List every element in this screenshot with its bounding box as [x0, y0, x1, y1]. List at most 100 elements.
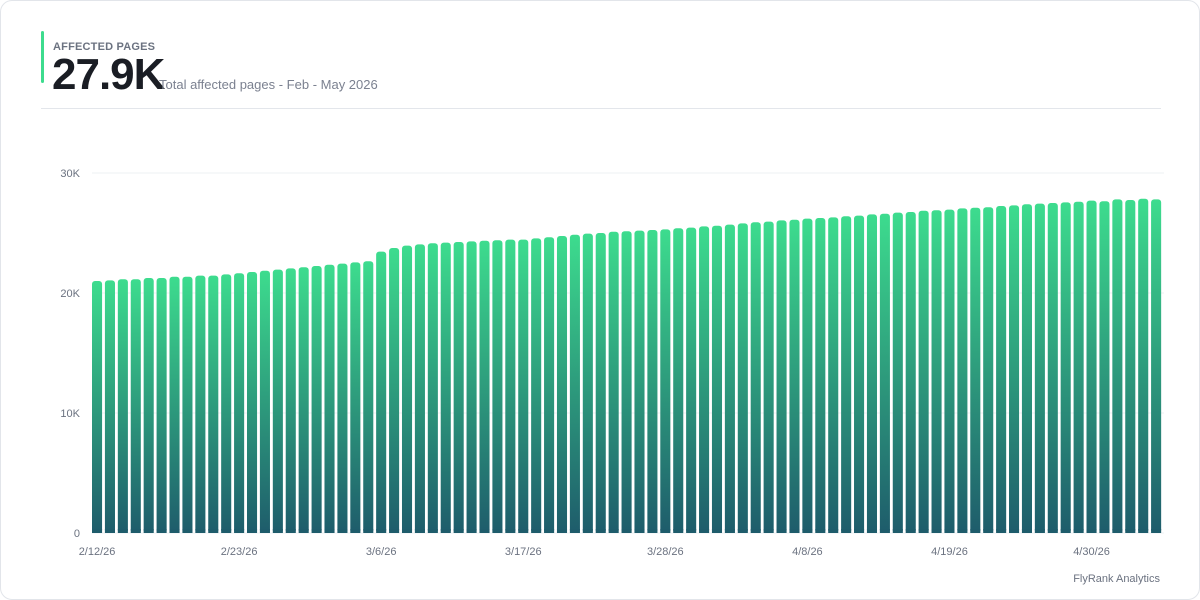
bar-4/7/26[interactable]: [789, 219, 800, 534]
bar-3/29/26[interactable]: [673, 228, 684, 533]
x-tick-label: 2/23/26: [221, 546, 258, 558]
bar-3/16/26[interactable]: [505, 239, 516, 533]
x-tick-label: 4/8/26: [792, 546, 823, 558]
bar-4/27/26[interactable]: [1047, 203, 1058, 533]
bar-3/25/26[interactable]: [621, 231, 632, 533]
bar-3/6/26[interactable]: [376, 251, 387, 533]
bar-4/21/26[interactable]: [970, 207, 981, 534]
bar-3/10/26[interactable]: [427, 243, 438, 533]
bar-4/18/26[interactable]: [931, 210, 942, 533]
bar-2/17/26[interactable]: [156, 278, 167, 533]
bar-base: [815, 529, 826, 533]
bar-3/31/26[interactable]: [699, 226, 710, 533]
bar-3/9/26[interactable]: [414, 244, 425, 533]
bar-3/19/26[interactable]: [544, 237, 555, 533]
bar-2/20/26[interactable]: [195, 275, 206, 533]
bar-4/22/26[interactable]: [983, 207, 994, 533]
bar-4/28/26[interactable]: [1060, 202, 1071, 533]
bar-5/3/26[interactable]: [1125, 200, 1136, 533]
bar-base: [776, 529, 787, 533]
bar-4/13/26[interactable]: [866, 214, 878, 533]
bar-5/1/26[interactable]: [1099, 201, 1110, 533]
bar-3/24/26[interactable]: [608, 231, 619, 534]
bar-3/15/26[interactable]: [492, 240, 503, 533]
bar-4/4/26[interactable]: [750, 222, 761, 533]
bar-4/5/26[interactable]: [763, 221, 774, 533]
bar-2/23/26[interactable]: [234, 273, 245, 533]
bar-4/2/26[interactable]: [724, 224, 735, 533]
bar-3/11/26[interactable]: [440, 242, 451, 533]
bar-2/18/26[interactable]: [169, 276, 180, 533]
bar-3/17/26[interactable]: [518, 239, 529, 533]
bar-2/19/26[interactable]: [182, 276, 193, 533]
bar-2/12/26[interactable]: [92, 281, 103, 533]
bar-2/24/26[interactable]: [246, 272, 258, 533]
bar-2/16/26[interactable]: [143, 278, 154, 533]
bar-2/15/26[interactable]: [130, 279, 141, 533]
bar-4/15/26[interactable]: [892, 212, 903, 533]
bar-4/17/26[interactable]: [918, 210, 929, 534]
bar-4/23/26[interactable]: [996, 206, 1007, 533]
bar-3/27/26[interactable]: [647, 230, 658, 533]
bar-3/1/26[interactable]: [311, 266, 322, 533]
bar-3/7/26[interactable]: [389, 248, 400, 533]
bar-3/21/26[interactable]: [569, 234, 580, 534]
bar-4/25/26[interactable]: [1021, 204, 1032, 533]
bar-4/19/26[interactable]: [944, 209, 955, 533]
bar-base: [324, 529, 335, 533]
bar-4/10/26[interactable]: [828, 217, 839, 533]
bar-3/3/26[interactable]: [337, 263, 348, 533]
x-tick-label: 4/19/26: [931, 546, 968, 558]
bar-base: [246, 529, 258, 533]
bar-3/13/26[interactable]: [466, 241, 477, 533]
bar-base: [1151, 529, 1162, 533]
bar-4/6/26[interactable]: [776, 220, 787, 533]
bar-3/28/26[interactable]: [660, 229, 671, 533]
bar-5/5/26[interactable]: [1151, 199, 1162, 533]
bar-base: [169, 529, 180, 533]
bar-4/24/26[interactable]: [1009, 205, 1020, 533]
bar-3/4/26[interactable]: [350, 262, 361, 533]
bar-2/27/26[interactable]: [285, 268, 296, 533]
bar-4/1/26[interactable]: [711, 225, 723, 534]
bar-base: [92, 529, 103, 533]
bar-5/2/26[interactable]: [1112, 199, 1123, 533]
bar-2/26/26[interactable]: [272, 269, 283, 533]
bar-base: [608, 529, 619, 533]
bar-4/16/26[interactable]: [905, 212, 916, 533]
bar-2/25/26[interactable]: [259, 270, 270, 533]
bar-4/20/26[interactable]: [957, 208, 968, 533]
bar-2/22/26[interactable]: [221, 274, 232, 533]
bar-4/8/26[interactable]: [802, 218, 813, 533]
x-tick-label: 3/6/26: [366, 546, 397, 558]
bar-2/14/26[interactable]: [117, 279, 128, 533]
bar-4/30/26[interactable]: [1086, 200, 1097, 533]
bar-base: [1047, 529, 1058, 533]
bar-3/18/26[interactable]: [531, 238, 542, 533]
bar-4/26/26[interactable]: [1034, 203, 1045, 533]
bar-3/14/26[interactable]: [479, 240, 490, 534]
bar-5/4/26[interactable]: [1138, 198, 1149, 534]
bar-2/13/26[interactable]: [104, 280, 115, 533]
bar-4/29/26[interactable]: [1073, 201, 1084, 534]
bar-4/9/26[interactable]: [815, 218, 826, 533]
bar-4/3/26[interactable]: [737, 223, 748, 533]
bar-base: [337, 529, 348, 533]
bar-base: [130, 529, 141, 533]
bar-3/12/26[interactable]: [453, 242, 464, 533]
bar-3/8/26[interactable]: [401, 245, 413, 533]
bar-3/26/26[interactable]: [634, 230, 645, 533]
bar-4/14/26[interactable]: [879, 213, 890, 534]
bar-3/22/26[interactable]: [582, 233, 593, 533]
bar-4/12/26[interactable]: [854, 215, 865, 533]
bar-2/21/26[interactable]: [208, 275, 219, 533]
kpi-label: AFFECTED PAGES: [53, 41, 156, 53]
bar-base: [376, 529, 387, 533]
bar-3/5/26[interactable]: [363, 261, 374, 533]
bar-3/30/26[interactable]: [686, 227, 697, 533]
bar-2/28/26[interactable]: [298, 267, 309, 533]
bar-3/23/26[interactable]: [595, 233, 606, 533]
bar-3/20/26[interactable]: [556, 236, 568, 533]
bar-3/2/26[interactable]: [324, 264, 335, 533]
bar-4/11/26[interactable]: [841, 216, 852, 533]
